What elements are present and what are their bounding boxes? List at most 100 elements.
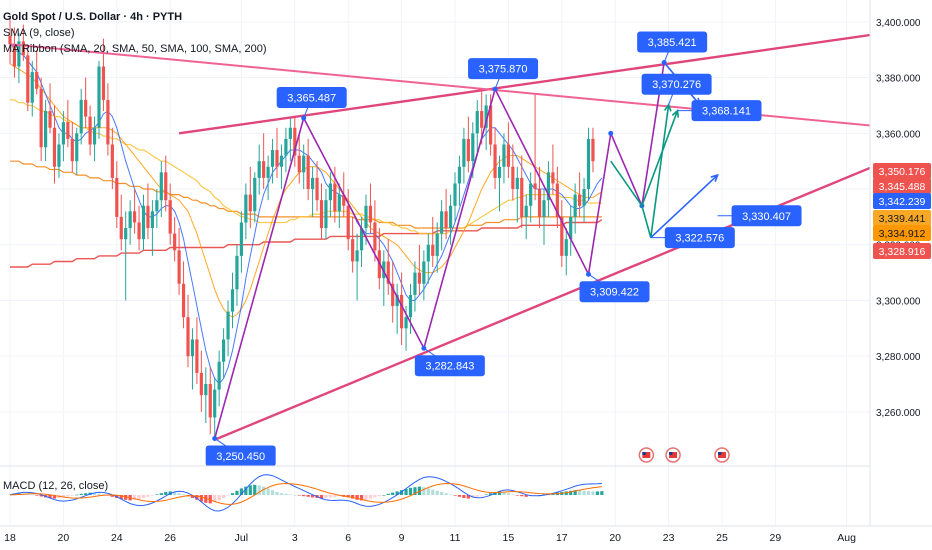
- macd-histogram-bar: [248, 485, 252, 495]
- macd-histogram-bar: [502, 492, 506, 495]
- candle-body: [39, 88, 43, 148]
- candle-body: [8, 35, 12, 45]
- candle-body: [279, 155, 284, 167]
- macd-histogram-bar: [101, 494, 106, 495]
- time-tick-label: 9: [399, 532, 405, 544]
- candle-body: [359, 228, 364, 251]
- macd-histogram-bar: [520, 495, 524, 497]
- candle-body: [506, 144, 510, 167]
- callout-text: 3,250.450: [216, 451, 265, 463]
- macd-histogram-bar: [386, 493, 390, 495]
- macd-histogram-bar: [266, 488, 270, 495]
- macd-legend[interactable]: MACD (12, 26, close): [3, 480, 109, 492]
- price-axis: 3,400.0003,380.0003,360.0003,340.0003,32…: [869, 0, 932, 550]
- macd-histogram-bar: [422, 487, 426, 495]
- candle-body: [422, 261, 426, 284]
- symbol-title[interactable]: Gold Spot / U.S. Dollar · 4h · PYTH: [3, 11, 183, 23]
- macd-histogram-bar: [351, 495, 355, 499]
- candle-body: [529, 183, 533, 206]
- macd-histogram-bar: [35, 495, 39, 496]
- macd-histogram-bar: [133, 495, 137, 500]
- macd-histogram-bar: [159, 493, 163, 495]
- candle-body: [368, 205, 373, 223]
- candle-body: [586, 138, 591, 190]
- macd-histogram-bar: [462, 495, 466, 498]
- candle-body: [190, 339, 195, 357]
- time-tick-label: 26: [164, 532, 176, 544]
- projection-path: [641, 110, 679, 207]
- price-badge-text: 3,334.912: [879, 228, 926, 240]
- macd-histogram-bar: [177, 493, 181, 495]
- us-flag-canton-icon: [669, 452, 673, 455]
- macd-histogram-bar: [84, 493, 88, 495]
- callout-box: [641, 73, 712, 95]
- time-tick-label: 24: [111, 532, 123, 544]
- us-flag-canton-icon: [718, 452, 722, 455]
- time-tick-label: 29: [770, 532, 782, 544]
- callout-box: [205, 445, 276, 467]
- callout-box: [731, 205, 802, 227]
- candle-body: [133, 211, 137, 223]
- candle-body: [226, 311, 230, 340]
- price-badge: [873, 178, 931, 194]
- candle-body: [315, 177, 319, 201]
- candle-body: [124, 228, 128, 240]
- candle-body: [48, 111, 52, 128]
- candle-body: [480, 111, 484, 128]
- candle-body: [66, 122, 70, 139]
- candle-body: [533, 183, 537, 190]
- macd-histogram-bar: [395, 491, 399, 495]
- candle-body: [324, 200, 328, 229]
- price-badge-text: 3,328.916: [879, 246, 926, 258]
- macd-histogram-bar: [141, 495, 146, 498]
- macd-histogram-bar: [124, 495, 128, 500]
- callout-text: 3,368.141: [702, 106, 751, 118]
- price-tick-label: 3,360.000: [876, 129, 921, 140]
- macd-histogram-bar: [75, 494, 79, 496]
- candle-body: [569, 216, 573, 240]
- ma-ribbon-legend[interactable]: MA Ribbon (SMA, 20, SMA, 50, SMA, 100, S…: [3, 43, 267, 55]
- macd-histogram-bar: [279, 493, 284, 495]
- macd-histogram-bar: [578, 490, 582, 495]
- macd-histogram-bar: [359, 495, 364, 501]
- sma-legend[interactable]: SMA (9, close): [3, 27, 75, 39]
- candle-body: [431, 244, 435, 256]
- price-callout: 3,309.422: [579, 273, 650, 303]
- candle-body: [342, 194, 346, 206]
- candle-body: [222, 339, 226, 362]
- candle-body: [92, 127, 97, 145]
- candle-body: [537, 189, 542, 217]
- macd-signal-line: [9, 482, 602, 505]
- candle-body: [306, 155, 310, 190]
- projection-arrowhead: [663, 102, 672, 112]
- macd-histogram-bar: [417, 486, 421, 495]
- candle-body: [230, 289, 235, 312]
- macd-histogram-bar: [222, 495, 226, 498]
- macd-histogram-bar: [480, 495, 484, 496]
- time-tick-label: Aug: [837, 532, 856, 544]
- candle-body: [159, 172, 163, 201]
- macd-histogram-bar: [435, 490, 439, 495]
- candle-body: [84, 99, 88, 117]
- macd-histogram-bar: [355, 495, 359, 500]
- candle-body: [26, 55, 30, 103]
- macd-histogram-bar: [275, 492, 279, 495]
- macd-histogram-bar: [92, 492, 97, 495]
- time-tick-label: 6: [345, 532, 351, 544]
- candle-body: [408, 294, 413, 318]
- zigzag-pattern: [213, 62, 665, 439]
- macd-histogram-bar: [324, 495, 328, 498]
- callout-text: 3,365.487: [287, 93, 336, 105]
- macd-histogram-bar: [582, 490, 586, 495]
- time-tick-label: 20: [609, 532, 621, 544]
- candle-body: [319, 200, 324, 229]
- macd-histogram-bar: [564, 491, 568, 495]
- candle-body: [551, 172, 555, 184]
- macd-histogram-bar: [52, 495, 57, 499]
- macd-histogram-bar: [573, 490, 577, 495]
- candle-body: [275, 150, 279, 167]
- macd-histogram-bar: [413, 487, 417, 495]
- price-callout: 3,365.487: [276, 87, 347, 119]
